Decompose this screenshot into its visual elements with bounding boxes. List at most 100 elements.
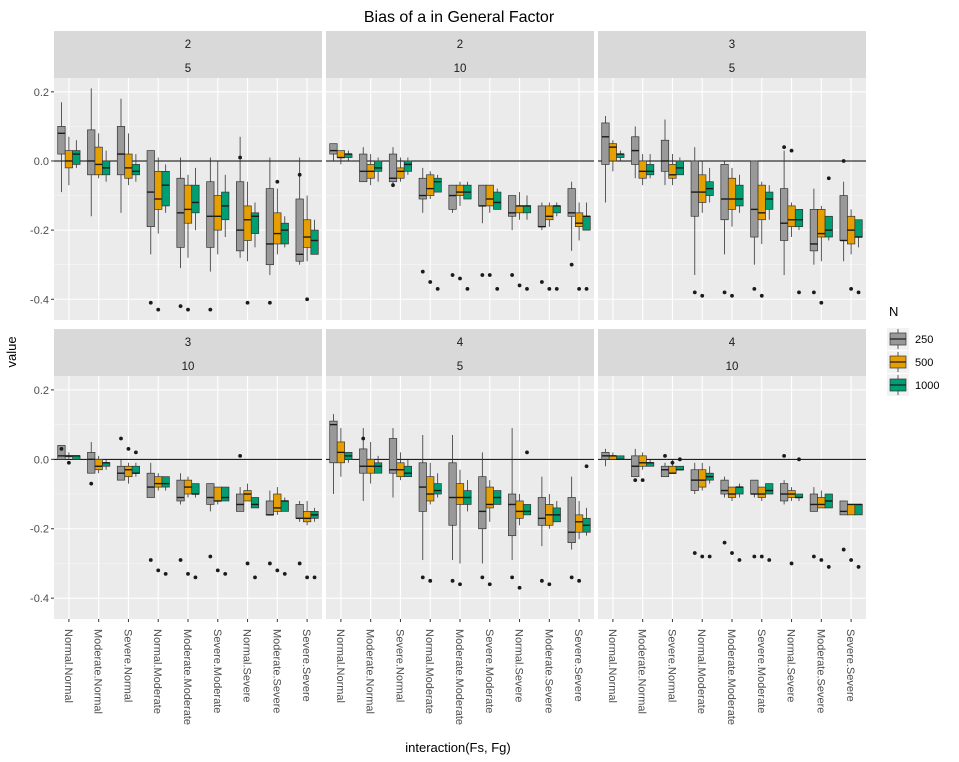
x-tick-label: Normal.Severe (241, 629, 253, 702)
outlier-point (450, 273, 455, 277)
strip-background (326, 329, 594, 376)
outlier-point (730, 293, 734, 298)
strip-background (54, 31, 322, 78)
box-n-1000 (735, 184, 744, 207)
outlier-point (752, 554, 757, 559)
strip-label-row2: 5 (457, 361, 463, 373)
outlier-point (517, 283, 522, 288)
outlier-point (510, 575, 515, 580)
box-n-500 (817, 497, 826, 509)
legend-label: 1000 (915, 380, 939, 392)
box-n-250 (508, 493, 517, 537)
box-n-1000 (310, 229, 319, 255)
facet-panel-2-10: 2 10 (326, 31, 594, 320)
box-n-250 (750, 479, 759, 495)
outlier-point (156, 568, 161, 573)
outlier-point (458, 276, 462, 281)
outlier-point (841, 547, 846, 552)
box-n-250 (448, 462, 457, 526)
box-n-250 (780, 483, 789, 502)
strip-label-row2: 5 (729, 63, 735, 75)
box-n-500 (757, 486, 766, 498)
outlier-point (66, 460, 71, 465)
box-n-250 (206, 181, 215, 248)
outlier-point (722, 540, 727, 545)
box-n-250 (660, 465, 670, 478)
outlier-point (59, 447, 64, 451)
box-n-500 (455, 483, 465, 505)
outlier-point (133, 450, 138, 455)
outlier-point (547, 582, 552, 587)
outlier-point (584, 464, 589, 469)
outlier-point (700, 293, 705, 298)
box-n-1000 (280, 222, 289, 245)
box-n-250 (146, 150, 155, 228)
y-tick-label: -0.2 (30, 524, 49, 536)
outlier-point (156, 307, 161, 312)
strip-label-row1: 4 (457, 337, 464, 349)
box-n-500 (638, 455, 647, 467)
y-tick-label: -0.4 (30, 294, 49, 306)
x-tick-label: Moderate.Normal (636, 629, 648, 714)
x-tick-label: Severe.Normal (665, 629, 677, 702)
box-n-250 (265, 500, 274, 516)
facet-panel-2-5: 2 5 0.2 0.0 -0.2 -0.4 (30, 31, 322, 320)
outlier-point (525, 286, 529, 291)
box-n-500 (787, 205, 796, 228)
box-n-500 (426, 174, 435, 196)
x-tick-label: Severe.Normal (393, 629, 405, 702)
box-n-250 (567, 497, 576, 543)
legend-item-500: 500 (887, 351, 933, 373)
outlier-point (126, 447, 131, 451)
box-n-1000 (250, 497, 260, 509)
outlier-point (89, 481, 94, 486)
outlier-point (435, 286, 440, 291)
outlier-point (767, 558, 772, 562)
box-n-500 (608, 143, 617, 162)
x-tick-label: Severe.Moderate (755, 629, 767, 713)
outlier-point (238, 155, 243, 160)
x-tick-label: Normal.Normal (62, 629, 74, 703)
x-tick-label: Severe.Severe (844, 629, 856, 702)
outlier-point (465, 286, 470, 291)
box-n-500 (64, 150, 73, 169)
box-n-250 (329, 143, 338, 155)
box-n-250 (236, 181, 245, 252)
outlier-point (700, 554, 705, 559)
outlier-point (208, 554, 213, 559)
box-n-500 (698, 174, 707, 203)
x-tick-label: Normal.Normal (334, 629, 346, 703)
x-tick-label: Normal.Severe (513, 629, 525, 702)
box-n-250 (206, 483, 215, 505)
x-tick-label: Moderate.Severe (270, 629, 282, 713)
legend-item-250: 250 (887, 328, 933, 350)
legend-label: 500 (915, 357, 933, 369)
outlier-point (391, 183, 395, 188)
box-n-250 (146, 472, 155, 498)
outlier-point (223, 571, 228, 576)
outlier-point (759, 554, 764, 559)
outlier-point (797, 290, 801, 295)
outlier-point (577, 286, 582, 291)
outlier-point (525, 450, 529, 455)
box-n-250 (236, 493, 245, 512)
strip-background (598, 329, 866, 376)
x-tick-label: Moderate.Moderate (725, 629, 737, 725)
outlier-point (163, 571, 168, 576)
legend-label: 250 (915, 334, 933, 346)
box-n-500 (847, 504, 856, 516)
box-n-1000 (72, 150, 81, 165)
y-tick-label: -0.4 (30, 593, 49, 605)
box-n-500 (154, 170, 163, 210)
outlier-point (487, 273, 492, 277)
y-tick-label: 0.2 (34, 87, 49, 99)
box-n-250 (690, 160, 699, 217)
strip-label-row1: 3 (729, 39, 735, 51)
outlier-point (428, 280, 433, 284)
outlier-point (275, 568, 280, 573)
outlier-point (640, 478, 645, 483)
outlier-point (849, 558, 854, 562)
box-n-250 (720, 479, 729, 495)
box-n-500 (243, 490, 252, 502)
